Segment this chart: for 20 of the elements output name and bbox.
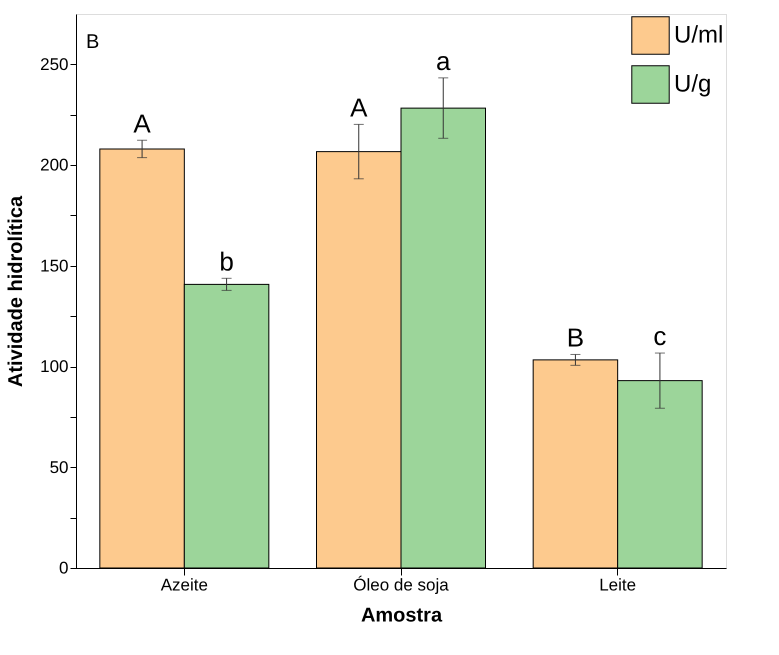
x-tick-label: Azeite [160, 576, 208, 594]
legend-label: U/g [674, 70, 712, 98]
annotation: B [86, 31, 100, 53]
data-label: a [436, 46, 452, 76]
x-tick-label: Leite [599, 576, 636, 594]
data-label: c [653, 321, 666, 352]
data-label: b [219, 246, 234, 276]
data-label: B [566, 322, 584, 352]
y-axis-title: Atividade hidrolítica [5, 195, 28, 388]
y-tick-label: 0 [59, 558, 68, 578]
y-tick-label: 150 [40, 256, 68, 276]
y-tick-label: 100 [40, 357, 68, 376]
x-axis-title: Amostra [360, 604, 443, 626]
y-tick-label: 250 [40, 54, 68, 74]
legend-label: U/ml [674, 22, 724, 48]
data-label: A [133, 108, 152, 138]
data-label: A [350, 92, 368, 122]
y-tick-label: 50 [50, 458, 68, 477]
x-tick-label: Óleo de soja [353, 576, 450, 594]
y-tick-label: 200 [40, 156, 68, 175]
